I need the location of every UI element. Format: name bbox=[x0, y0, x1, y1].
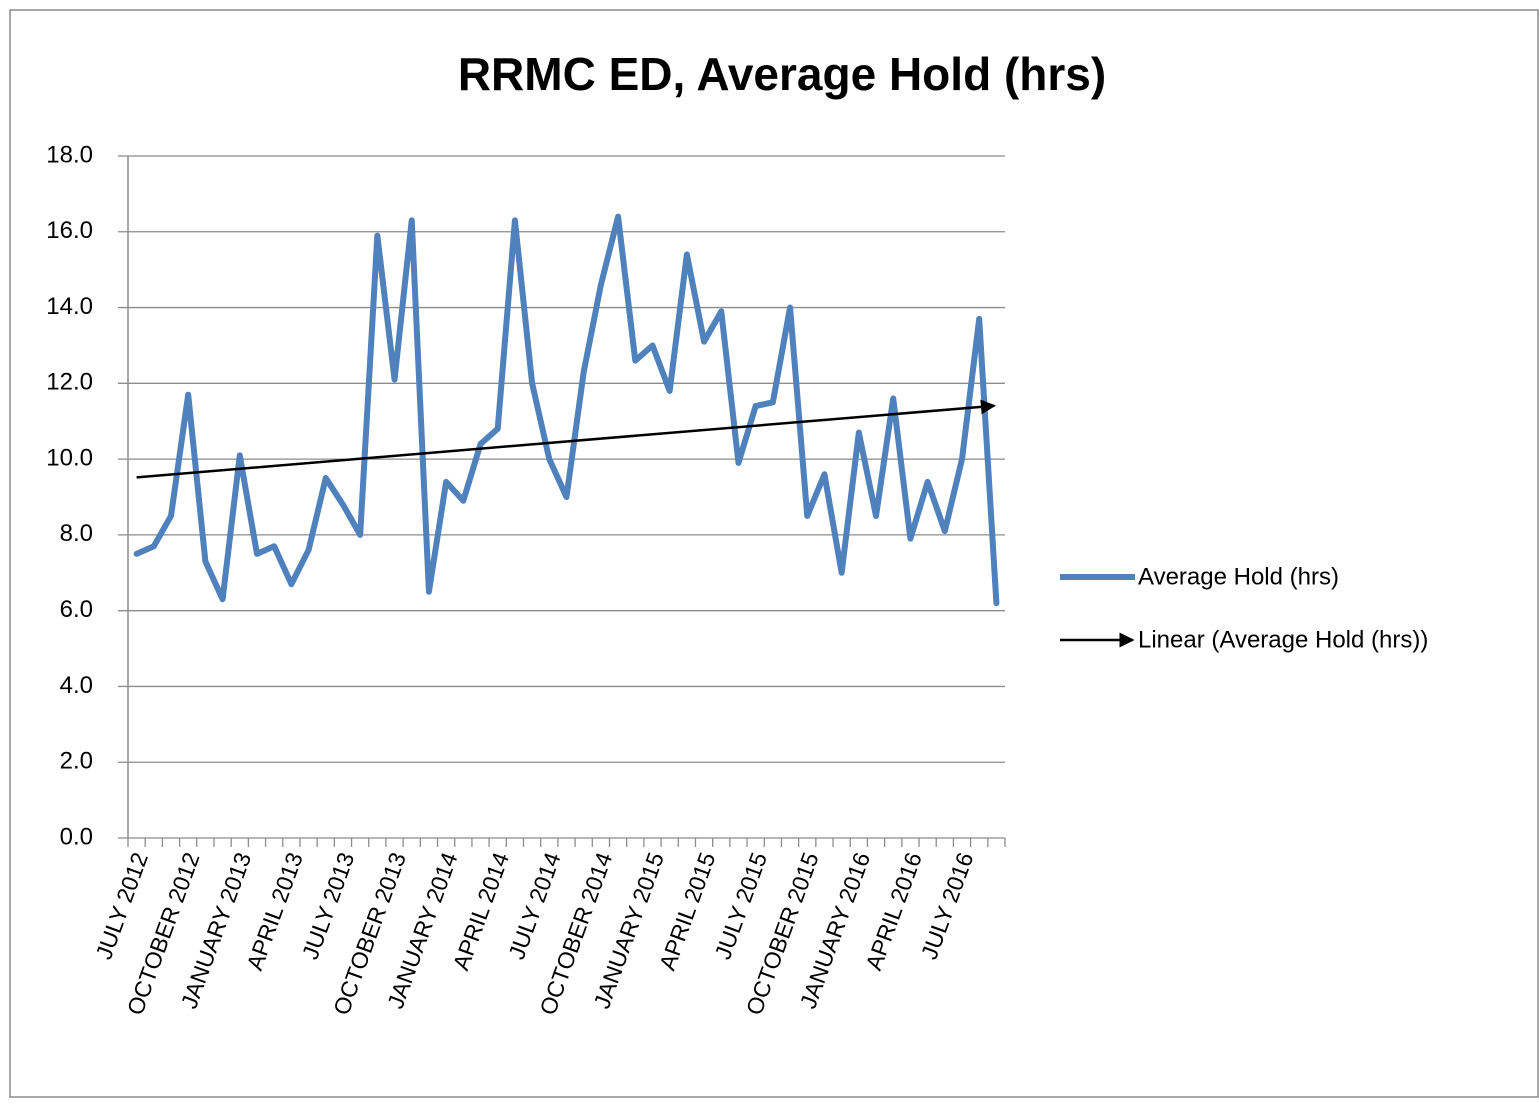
y-tick-label: 12.0 bbox=[46, 369, 93, 396]
y-tick-label: 18.0 bbox=[46, 141, 93, 168]
y-tick-label: 16.0 bbox=[46, 217, 93, 244]
chart-title: RRMC ED, Average Hold (hrs) bbox=[458, 48, 1106, 100]
trendline bbox=[136, 399, 996, 479]
y-tick-label: 2.0 bbox=[60, 748, 93, 775]
y-tick-label: 0.0 bbox=[60, 823, 93, 850]
legend-label: Average Hold (hrs) bbox=[1138, 563, 1339, 590]
y-tick-label: 6.0 bbox=[60, 596, 93, 623]
y-tick-label: 14.0 bbox=[46, 293, 93, 320]
legend-label: Linear (Average Hold (hrs)) bbox=[1138, 626, 1428, 653]
y-tick-label: 4.0 bbox=[60, 672, 93, 699]
y-tick-label: 8.0 bbox=[60, 520, 93, 547]
data-line bbox=[133, 213, 1000, 607]
y-tick-label: 10.0 bbox=[46, 444, 93, 471]
